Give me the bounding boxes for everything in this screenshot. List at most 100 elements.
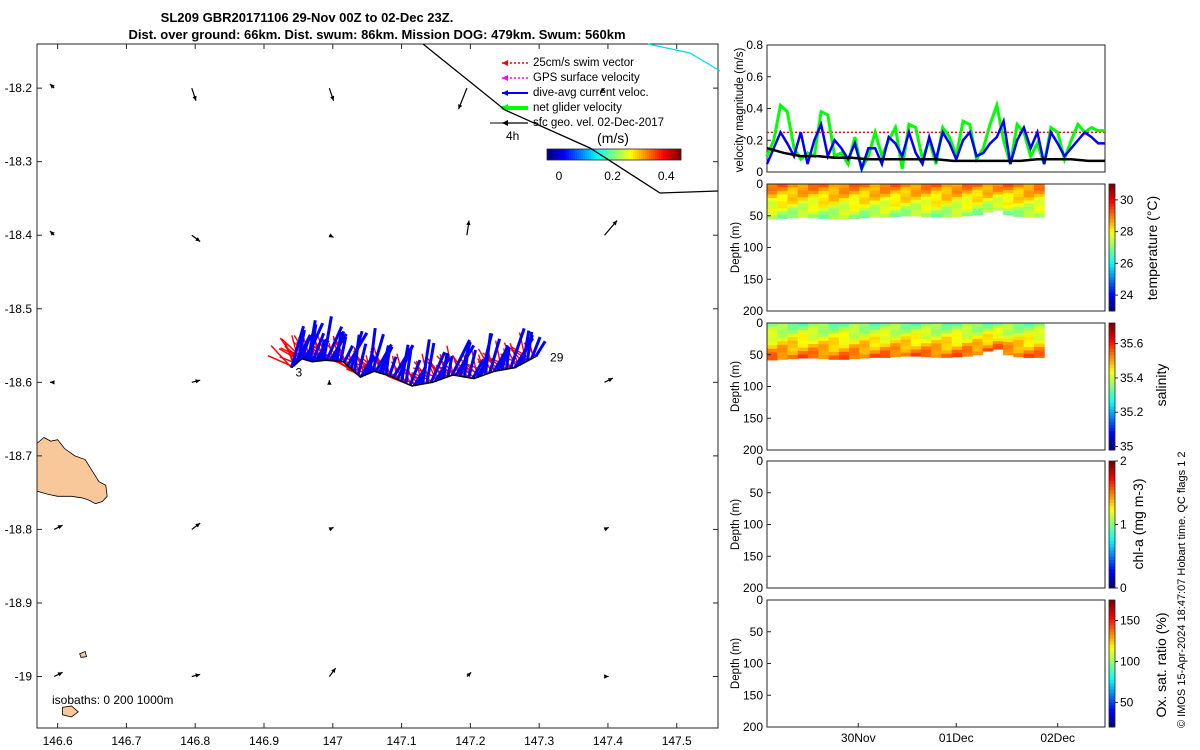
- profile-cell: [972, 211, 984, 216]
- profile-cell: [931, 350, 943, 355]
- profile-cell: [931, 347, 943, 352]
- profile-colorbar-cell: [1109, 247, 1115, 252]
- profile-cell: [951, 187, 963, 192]
- dive-avg-vector: [322, 316, 333, 361]
- profile-cell: [797, 200, 809, 205]
- map-y-axis: -18.2 -18.3 -18.4 -18.5 -18.6 -18.7 -18.8 -18.9…: [5, 81, 718, 684]
- profile-colorbar-cell: [1109, 376, 1115, 381]
- profile-cell: [828, 201, 840, 206]
- profile-colorbar-tick-label: 35.6: [1120, 337, 1144, 351]
- profile-cell: [838, 187, 850, 192]
- profile-cell: [941, 336, 953, 341]
- profile-cell: [869, 187, 881, 192]
- profile-ylabel: Depth (m): [730, 361, 742, 412]
- profile-cell: [808, 350, 819, 356]
- speed-colorbar-tick-label: 0: [556, 169, 563, 183]
- profile-cell: [982, 206, 994, 210]
- profile-cell: [787, 323, 799, 328]
- profile-cell: [869, 184, 881, 188]
- profile-cell: [879, 326, 891, 331]
- profile-cell: [1033, 187, 1045, 192]
- profile-cell: [777, 204, 789, 209]
- map-ytick-label: -19: [15, 670, 33, 684]
- profile-cell: [982, 192, 994, 196]
- profile-cell: [992, 207, 1004, 211]
- speed-colorbar-cell: [661, 149, 664, 160]
- profile-cell: [1013, 326, 1025, 331]
- profile-cell: [1033, 326, 1045, 331]
- dive-avg-vector: [488, 338, 502, 374]
- profile-colorbar-cell: [1109, 527, 1115, 532]
- profile-colorbar-cell: [1109, 556, 1115, 560]
- profile-colorbar-cell: [1109, 357, 1115, 362]
- profile-cell: [992, 328, 1004, 332]
- profile-panel-temperature: 0 50 100 150 200 Depth (m) 24 26 28 30: [730, 177, 1134, 318]
- profile-cell: [982, 195, 994, 199]
- dive-avg-vector: [377, 345, 394, 374]
- profile-cell: [767, 194, 778, 199]
- profile-colorbar-cell: [1109, 650, 1115, 655]
- profile-colorbar-cell: [1109, 663, 1115, 668]
- profile-cell: [982, 331, 994, 335]
- profile-colorbar-cell: [1109, 348, 1115, 353]
- dive-avg-vector: [314, 339, 330, 363]
- profile-cell: [838, 326, 850, 331]
- profile-cell: [941, 350, 953, 355]
- profile-cell: [828, 204, 840, 210]
- profile-cell: [910, 196, 922, 201]
- profile-panel-chla: 0 50 100 150 200 Depth (m) 0 1 2: [730, 454, 1127, 595]
- profile-cell: [787, 344, 799, 349]
- profile-cell: [777, 323, 789, 328]
- profile-cell: [859, 347, 871, 352]
- profile-colorbar-cell: [1109, 483, 1115, 487]
- profile-cell: [828, 344, 840, 349]
- profile-ytick-label: 150: [743, 688, 763, 702]
- profile-cell: [900, 212, 912, 217]
- profile-cell: [1003, 338, 1014, 343]
- speed-colorbar-cell: [677, 149, 680, 160]
- profile-cell: [797, 347, 809, 352]
- speed-colorbar-cell: [613, 149, 616, 160]
- profile-colorbar-cell: [1109, 619, 1115, 623]
- profile-cell: [859, 214, 871, 219]
- speed-colorbar-cell: [637, 149, 640, 160]
- profile-cell: [1003, 342, 1014, 346]
- profile-cell: [828, 323, 840, 328]
- profile-cell: [900, 342, 912, 347]
- profile-cell: [859, 204, 871, 209]
- profile-cell: [849, 326, 860, 331]
- speed-colorbar-cell: [621, 149, 624, 160]
- profile-cell: [931, 210, 943, 215]
- profile-cell: [787, 190, 799, 195]
- profile-colorbar: 35 35.2 35.4 35.6: [1108, 322, 1144, 454]
- profile-cell: [900, 203, 912, 207]
- profile-cell: [962, 190, 973, 195]
- profile-colorbar-frame: [1108, 599, 1116, 728]
- profile-colorbar-cell: [1109, 480, 1115, 484]
- profile-ylabel: Depth (m): [730, 638, 742, 689]
- profile-cell: [890, 343, 902, 348]
- profile-cell: [1013, 349, 1025, 354]
- profile-cell: [910, 193, 922, 198]
- dive-avg-vector: [534, 340, 547, 358]
- profile-cell: [767, 204, 778, 210]
- dive-avg-vector: [433, 356, 452, 383]
- profile-cell: [900, 349, 912, 354]
- speed-colorbar-cell: [577, 149, 580, 160]
- profile-cell: [828, 184, 840, 189]
- speed-colorbar-cell: [629, 149, 632, 160]
- profile-cell: [951, 343, 963, 348]
- profile-cell: [992, 186, 1004, 190]
- profile-colorbar-cell: [1109, 295, 1115, 299]
- profile-cell: [879, 350, 891, 355]
- profile-cell: [767, 345, 778, 350]
- profile-cell: [920, 200, 932, 205]
- track-labels: 29 3: [296, 351, 564, 380]
- profile-colorbar-cell: [1109, 603, 1115, 607]
- profile-cell: [787, 355, 799, 360]
- profile-colorbar-cell: [1109, 199, 1115, 204]
- profile-cell: [808, 194, 819, 199]
- profile-cell: [777, 190, 789, 195]
- profile-cell: [828, 197, 840, 203]
- dive-avg-vector: [346, 332, 369, 367]
